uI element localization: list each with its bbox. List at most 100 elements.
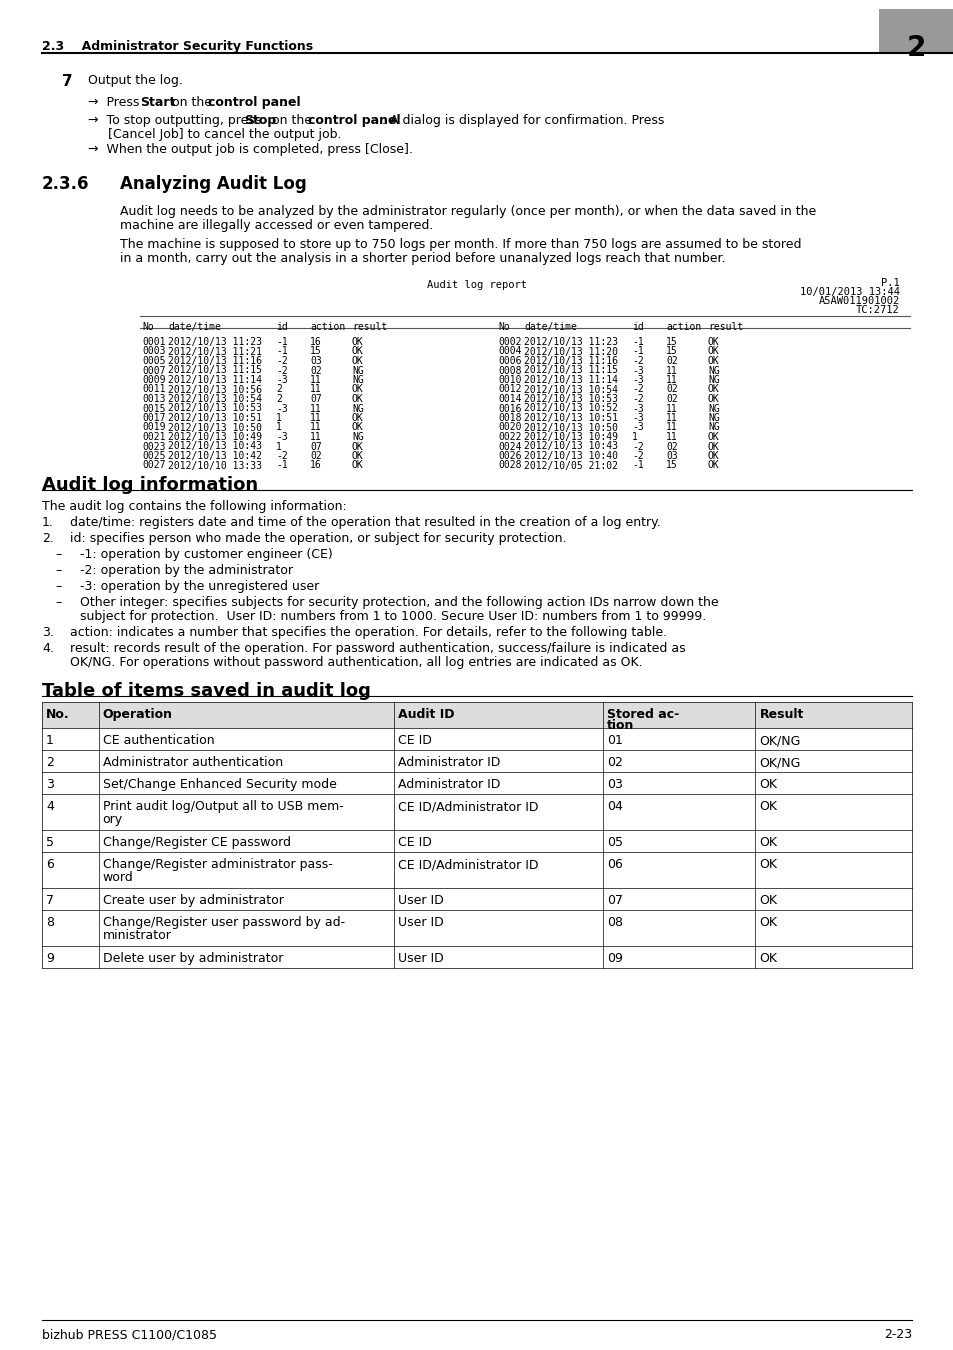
Text: subject for protection.  User ID: numbers from 1 to 1000. Secure User ID: number: subject for protection. User ID: numbers… xyxy=(80,610,705,622)
Text: ministrator: ministrator xyxy=(102,929,172,942)
Text: 1.: 1. xyxy=(42,516,53,529)
Text: 15: 15 xyxy=(665,347,677,356)
Text: 02: 02 xyxy=(310,366,321,375)
Text: Other integer: specifies subjects for security protection, and the following act: Other integer: specifies subjects for se… xyxy=(80,595,718,609)
Text: CE ID: CE ID xyxy=(398,734,432,747)
Text: . A dialog is displayed for confirmation. Press: . A dialog is displayed for confirmation… xyxy=(381,113,663,127)
Text: 15: 15 xyxy=(665,460,677,471)
Text: 0011: 0011 xyxy=(142,385,165,394)
Text: result: result xyxy=(352,323,387,332)
Text: →  To stop outputting, press: → To stop outputting, press xyxy=(88,113,265,127)
Text: 2: 2 xyxy=(275,385,281,394)
Text: -1: -1 xyxy=(631,347,643,356)
Text: 11: 11 xyxy=(310,375,321,385)
Text: 2012/10/13 11:16: 2012/10/13 11:16 xyxy=(523,356,618,366)
Text: User ID: User ID xyxy=(398,952,444,965)
Text: OK: OK xyxy=(759,801,777,813)
Text: 0026: 0026 xyxy=(497,451,521,460)
Text: 2012/10/13 10:54: 2012/10/13 10:54 xyxy=(523,385,618,394)
Text: 0002: 0002 xyxy=(497,338,521,347)
Text: Audit log information: Audit log information xyxy=(42,477,258,494)
Text: –: – xyxy=(55,580,61,593)
Text: CE ID: CE ID xyxy=(398,836,432,849)
Text: 2012/10/13 11:23: 2012/10/13 11:23 xyxy=(168,338,262,347)
Text: 0009: 0009 xyxy=(142,375,165,385)
Text: [Cancel Job] to cancel the output job.: [Cancel Job] to cancel the output job. xyxy=(108,128,341,140)
Text: 2012/10/13 10:43: 2012/10/13 10:43 xyxy=(523,441,618,451)
Text: NG: NG xyxy=(352,432,363,441)
Text: 11: 11 xyxy=(665,404,677,413)
Text: 2012/10/13 11:15: 2012/10/13 11:15 xyxy=(523,366,618,375)
Text: NG: NG xyxy=(352,375,363,385)
Text: -3: -3 xyxy=(631,423,643,432)
Text: 11: 11 xyxy=(665,432,677,441)
Text: -3: -3 xyxy=(275,432,288,441)
Text: OK: OK xyxy=(759,917,777,929)
Text: OK: OK xyxy=(707,432,719,441)
Text: 2012/10/13 10:54: 2012/10/13 10:54 xyxy=(168,394,262,404)
Text: OK: OK xyxy=(707,385,719,394)
Text: 1: 1 xyxy=(275,413,281,423)
Text: -2: -2 xyxy=(275,366,288,375)
Text: OK: OK xyxy=(352,394,363,404)
Text: -2: -2 xyxy=(631,385,643,394)
Text: User ID: User ID xyxy=(398,917,444,929)
Text: OK: OK xyxy=(707,451,719,460)
Text: -1: -1 xyxy=(631,460,643,471)
Text: 15: 15 xyxy=(665,338,677,347)
Text: 2012/10/13 10:53: 2012/10/13 10:53 xyxy=(523,394,618,404)
Text: OK: OK xyxy=(352,413,363,423)
Text: User ID: User ID xyxy=(398,894,444,907)
Text: 16: 16 xyxy=(310,460,321,471)
Text: -1: -1 xyxy=(275,338,288,347)
Text: 2012/10/10 13:33: 2012/10/10 13:33 xyxy=(168,460,262,471)
Text: 2012/10/13 11:16: 2012/10/13 11:16 xyxy=(168,356,262,366)
Text: 2012/10/13 11:14: 2012/10/13 11:14 xyxy=(168,375,262,385)
Text: OK/NG. For operations without password authentication, all log entries are indic: OK/NG. For operations without password a… xyxy=(70,656,642,670)
Text: No: No xyxy=(497,323,509,332)
Text: 2012/10/13 11:20: 2012/10/13 11:20 xyxy=(523,347,618,356)
Text: 02: 02 xyxy=(665,385,677,394)
Text: 2.: 2. xyxy=(42,532,53,545)
Text: 0017: 0017 xyxy=(142,413,165,423)
Text: action: indicates a number that specifies the operation. For details, refer to t: action: indicates a number that specifie… xyxy=(70,626,666,639)
Text: 02: 02 xyxy=(606,756,622,770)
Text: 1: 1 xyxy=(46,734,53,747)
Text: 11: 11 xyxy=(665,366,677,375)
Text: Table of items saved in audit log: Table of items saved in audit log xyxy=(42,682,371,701)
Text: Audit log report: Audit log report xyxy=(427,279,526,290)
Text: Stored ac-: Stored ac- xyxy=(606,707,679,721)
Text: .: . xyxy=(282,96,286,109)
Text: 07: 07 xyxy=(310,441,321,451)
Text: Administrator ID: Administrator ID xyxy=(398,756,500,770)
Text: 2: 2 xyxy=(275,394,281,404)
Text: 02: 02 xyxy=(665,356,677,366)
Text: OK: OK xyxy=(759,952,777,965)
Text: 6: 6 xyxy=(46,859,53,871)
Text: -2: operation by the administrator: -2: operation by the administrator xyxy=(80,564,293,576)
Text: No: No xyxy=(142,323,153,332)
Text: 15: 15 xyxy=(310,347,321,356)
Text: 2012/10/13 11:23: 2012/10/13 11:23 xyxy=(523,338,618,347)
Text: 8: 8 xyxy=(46,917,54,929)
Text: P.1: P.1 xyxy=(881,278,899,288)
Text: 2: 2 xyxy=(905,34,924,62)
Text: 2.3    Administrator Security Functions: 2.3 Administrator Security Functions xyxy=(42,40,313,53)
Text: 08: 08 xyxy=(606,917,622,929)
Bar xyxy=(878,9,953,53)
Text: 0024: 0024 xyxy=(497,441,521,451)
Text: 0020: 0020 xyxy=(497,423,521,432)
Text: The audit log contains the following information:: The audit log contains the following inf… xyxy=(42,500,346,513)
Text: word: word xyxy=(102,871,133,884)
Text: Create user by administrator: Create user by administrator xyxy=(102,894,283,907)
Text: OK: OK xyxy=(707,356,719,366)
Text: The machine is supposed to store up to 750 logs per month. If more than 750 logs: The machine is supposed to store up to 7… xyxy=(120,238,801,251)
Text: Administrator ID: Administrator ID xyxy=(398,778,500,791)
Text: 1: 1 xyxy=(275,441,281,451)
Text: 0001: 0001 xyxy=(142,338,165,347)
Text: OK: OK xyxy=(759,836,777,849)
Text: -3: -3 xyxy=(275,404,288,413)
Text: Set/Change Enhanced Security mode: Set/Change Enhanced Security mode xyxy=(102,778,336,791)
Text: 2012/10/13 10:51: 2012/10/13 10:51 xyxy=(168,413,262,423)
Text: NG: NG xyxy=(707,423,719,432)
